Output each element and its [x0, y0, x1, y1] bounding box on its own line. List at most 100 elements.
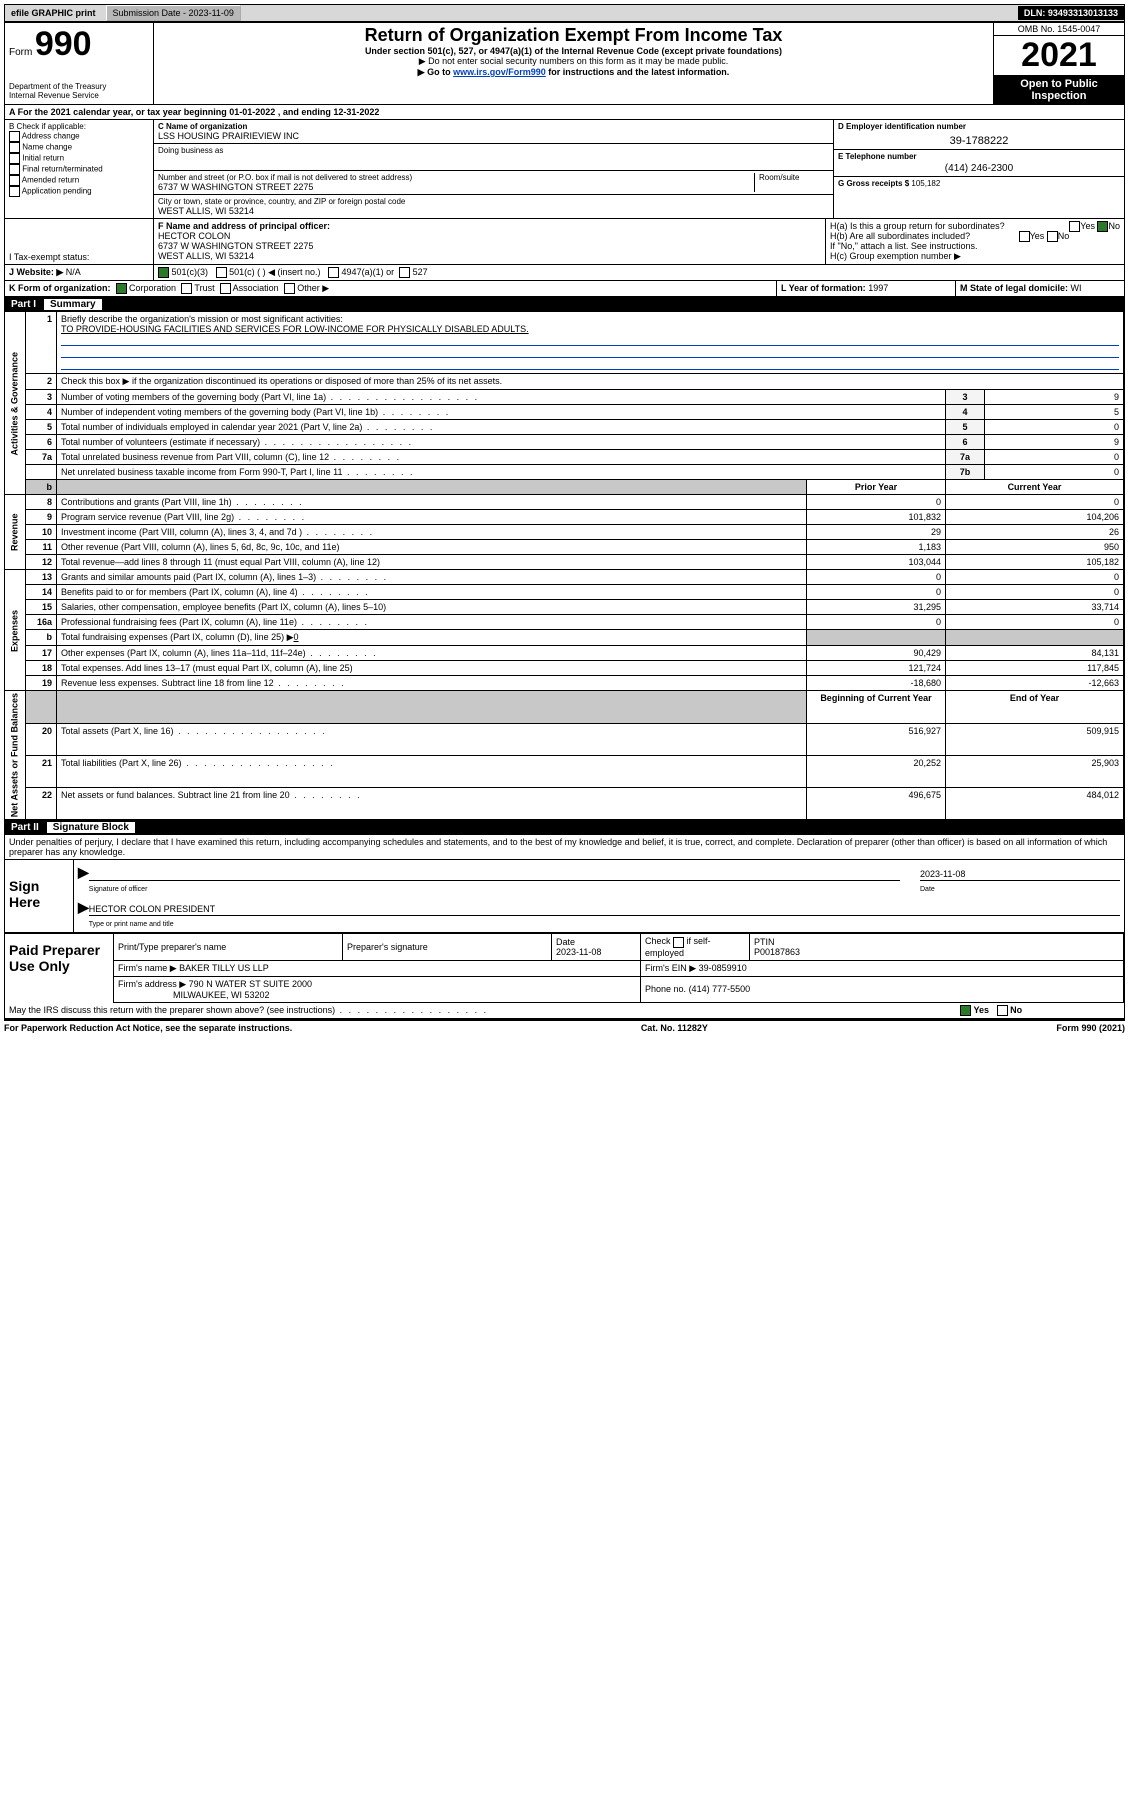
line22-text: Net assets or fund balances. Subtract li…	[57, 788, 807, 820]
side-revenue: Revenue	[5, 495, 26, 570]
prior-year-header: Prior Year	[807, 480, 946, 495]
chk-corp[interactable]	[116, 283, 127, 294]
line2-text: Check this box ▶ if the organization dis…	[61, 376, 502, 386]
line1-cell: Briefly describe the organization's miss…	[57, 312, 1124, 374]
line10-text: Investment income (Part VIII, column (A)…	[57, 525, 807, 540]
chk-address-change[interactable]: Address change	[9, 131, 149, 142]
a-mid: , and ending	[278, 107, 334, 117]
form-container: Form 990 Department of the Treasury Inte…	[4, 22, 1125, 1021]
line11-text: Other revenue (Part VIII, column (A), li…	[57, 540, 807, 555]
chk-self-employed[interactable]	[673, 937, 684, 948]
discuss-yes-check[interactable]	[960, 1005, 971, 1016]
line15-text: Salaries, other compensation, employee b…	[57, 600, 807, 615]
a-pre: A For the 2021 calendar year, or tax yea…	[9, 107, 229, 117]
chk-527[interactable]	[399, 267, 410, 278]
line3-box: 3	[946, 390, 985, 405]
line18-prior: 121,724	[807, 661, 946, 676]
chk-amended-return[interactable]: Amended return	[9, 175, 149, 186]
line7a-val: 0	[985, 450, 1124, 465]
line3-text: Number of voting members of the governin…	[57, 390, 946, 405]
line12-curr: 105,182	[946, 555, 1124, 570]
sign-block: Sign Here ▶ Signature of officer 2023-11…	[5, 859, 1124, 932]
chk-501c[interactable]	[216, 267, 227, 278]
ha-yes-check[interactable]	[1069, 221, 1080, 232]
arrow-icon-2: ▶	[78, 899, 89, 928]
chk-assoc[interactable]	[220, 283, 231, 294]
chk-trust[interactable]	[181, 283, 192, 294]
chk-name-change[interactable]: Name change	[9, 142, 149, 153]
part1-header: Part I Summary	[5, 297, 1124, 312]
h-cell: H(a) Is this a group return for subordin…	[826, 219, 1124, 264]
line18-curr: 117,845	[946, 661, 1124, 676]
line6-box: 6	[946, 435, 985, 450]
part2-name: Signature Block	[47, 822, 135, 833]
firm-addr2: MILWAUKEE, WI 53202	[173, 990, 270, 1000]
header-right: OMB No. 1545-0047 2021 Open to Public In…	[993, 23, 1124, 104]
chk-4947[interactable]	[328, 267, 339, 278]
line8-text: Contributions and grants (Part VIII, lin…	[57, 495, 807, 510]
form990-link[interactable]: www.irs.gov/Form990	[453, 67, 546, 77]
chk-501c3[interactable]	[158, 267, 169, 278]
eoy-header: End of Year	[946, 691, 1124, 723]
j-label-cell: J Website: ▶ N/A	[5, 265, 154, 280]
i-options: 501(c)(3) 501(c) ( ) ◀ (insert no.) 4947…	[154, 265, 1124, 280]
line11-prior: 1,183	[807, 540, 946, 555]
g-label: G Gross receipts $	[838, 179, 909, 188]
row-i-options: J Website: ▶ N/A 501(c)(3) 501(c) ( ) ◀ …	[5, 265, 1124, 281]
line4-text: Number of independent voting members of …	[57, 405, 946, 420]
line4-val: 5	[985, 405, 1124, 420]
line7b-box: 7b	[946, 465, 985, 480]
ha-label: H(a) Is this a group return for subordin…	[830, 221, 1005, 231]
inspection-label: Open to Public Inspection	[994, 76, 1124, 104]
chk-application-pending[interactable]: Application pending	[9, 186, 149, 197]
line9-curr: 104,206	[946, 510, 1124, 525]
hb-note: If "No," attach a list. See instructions…	[830, 241, 1120, 251]
line10-curr: 26	[946, 525, 1124, 540]
prep-ptin-cell: PTINP00187863	[750, 934, 1124, 960]
submission-date-button[interactable]: Submission Date - 2023-11-09	[106, 5, 241, 21]
footer-left: For Paperwork Reduction Act Notice, see …	[4, 1023, 292, 1033]
ha-no-check[interactable]	[1097, 221, 1108, 232]
line17-curr: 84,131	[946, 646, 1124, 661]
line5-box: 5	[946, 420, 985, 435]
a-begin: 01-01-2022	[229, 107, 275, 117]
footer-right: Form 990 (2021)	[1056, 1023, 1125, 1033]
line20-prior: 516,927	[807, 723, 946, 755]
footer: For Paperwork Reduction Act Notice, see …	[4, 1021, 1125, 1035]
line5-val: 0	[985, 420, 1124, 435]
hb-yes-check[interactable]	[1019, 231, 1030, 242]
dept-label: Department of the Treasury	[9, 82, 149, 91]
part2-label: Part II	[11, 822, 39, 833]
line12-prior: 103,044	[807, 555, 946, 570]
ha-answers: Yes No	[1069, 221, 1120, 232]
officer-addr1: 6737 W WASHINGTON STREET 2275	[158, 241, 313, 251]
line14-text: Benefits paid to or for members (Part IX…	[57, 585, 807, 600]
chk-initial-return[interactable]: Initial return	[9, 153, 149, 164]
line13-text: Grants and similar amounts paid (Part IX…	[57, 570, 807, 585]
chk-other[interactable]	[284, 283, 295, 294]
header-left: Form 990 Department of the Treasury Inte…	[5, 23, 154, 104]
sign-date: 2023-11-08	[920, 869, 965, 879]
line9-text: Program service revenue (Part VIII, line…	[57, 510, 807, 525]
m-label: M State of legal domicile:	[960, 283, 1068, 293]
part2-header: Part II Signature Block	[5, 820, 1124, 835]
chk-final-return[interactable]: Final return/terminated	[9, 164, 149, 175]
preparer-block: Paid Preparer Use Only Print/Type prepar…	[5, 932, 1124, 1002]
m-cell: M State of legal domicile: WI	[956, 281, 1124, 296]
line5-text: Total number of individuals employed in …	[57, 420, 946, 435]
part1-label: Part I	[11, 299, 36, 310]
top-bar: efile GRAPHIC print Submission Date - 20…	[4, 4, 1125, 22]
line13-prior: 0	[807, 570, 946, 585]
line16b-prior	[807, 630, 946, 646]
phone-value: (414) 246-2300	[838, 163, 1120, 174]
hb-no-check[interactable]	[1047, 231, 1058, 242]
line22-curr: 484,012	[946, 788, 1124, 820]
line9-prior: 101,832	[807, 510, 946, 525]
line20-text: Total assets (Part X, line 16)	[57, 723, 807, 755]
row-f-h: I Tax-exempt status: F Name and address …	[5, 219, 1124, 265]
discuss-no-check[interactable]	[997, 1005, 1008, 1016]
l-cell: L Year of formation: 1997	[777, 281, 956, 296]
note2-pre: ▶ Go to	[418, 67, 453, 77]
form-note-1: ▶ Do not enter social security numbers o…	[158, 56, 989, 67]
line17-prior: 90,429	[807, 646, 946, 661]
